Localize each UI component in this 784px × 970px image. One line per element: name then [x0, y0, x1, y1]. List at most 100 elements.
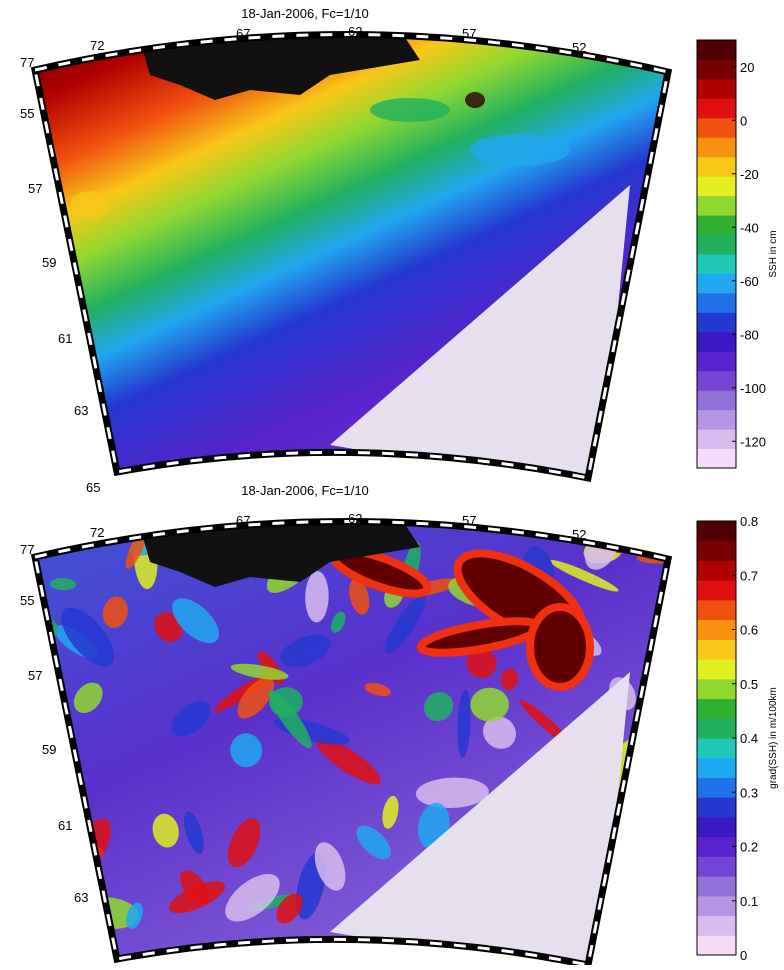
lat-label: 61	[58, 331, 72, 346]
field-blob	[314, 842, 346, 891]
lon-label: 52	[572, 527, 586, 542]
colorbar-segment	[697, 390, 736, 411]
map-panel: 18-Jan-2006, Fc=1/10 77 72 67 62 57 52 55 57 59 61…	[20, 483, 673, 970]
field-blob	[70, 191, 110, 219]
colorbar-tick-label: 20	[740, 60, 754, 75]
colorbar-segment	[697, 156, 736, 177]
colorbar-segment	[697, 331, 736, 352]
colorbar-segment	[697, 312, 736, 333]
field-blob	[73, 682, 103, 714]
colorbar-segment	[697, 78, 736, 99]
field-blob	[457, 689, 471, 758]
colorbar-segment	[697, 176, 736, 197]
land	[140, 34, 420, 100]
field	[35, 34, 668, 478]
colorbar-tick-label: 0.5	[740, 677, 758, 692]
colorbar-tick-label: -20	[740, 167, 759, 182]
colorbar-segment	[697, 876, 736, 897]
colorbar-segment	[697, 429, 736, 450]
colorbar-segment	[697, 580, 736, 601]
colorbar-tick-label: 0.4	[740, 731, 758, 746]
field-blob	[483, 716, 516, 749]
colorbar-segment	[697, 40, 736, 60]
colorbar-tick-label: 0	[740, 948, 747, 963]
colorbar-segment	[697, 370, 736, 391]
lat-label: 57	[28, 181, 42, 196]
map-title: 18-Jan-2006, Fc=1/10	[241, 483, 369, 498]
lon-label: 62	[348, 511, 362, 526]
colorbar-segment	[697, 718, 736, 739]
colorbar-segment	[697, 59, 736, 80]
colorbar-segment	[697, 915, 736, 936]
field-blob	[102, 596, 128, 629]
lat-label: 61	[58, 818, 72, 833]
colorbar-segment	[697, 234, 736, 255]
colorbar-segment	[697, 137, 736, 158]
colorbar-segment	[697, 409, 736, 430]
colorbar-segment	[697, 797, 736, 818]
colorbar-segment	[697, 215, 736, 236]
colorbar-tick-label: 0.6	[740, 623, 758, 638]
field-blob	[356, 825, 391, 860]
colorbar-segment	[697, 540, 736, 561]
colorbar-segment	[697, 935, 736, 956]
colorbar-segment	[697, 98, 736, 119]
field-blob	[227, 818, 261, 868]
field-blob	[168, 881, 226, 914]
field-blob	[500, 668, 519, 690]
field-blob	[465, 92, 485, 108]
field-blob	[230, 733, 263, 768]
colorbar-segment	[697, 599, 736, 621]
field-blob	[280, 634, 331, 668]
field-blob	[184, 811, 204, 854]
field-blob	[172, 598, 219, 644]
lon-label: 67	[236, 26, 250, 41]
colorbar-segment	[697, 639, 736, 660]
lat-label: 55	[20, 593, 34, 608]
colorbar-label: grad(SSH) in m/100km	[768, 687, 779, 789]
colorbar-segment	[697, 836, 736, 857]
colorbar-tick-label: 0.8	[740, 514, 758, 529]
field-blob	[305, 571, 329, 623]
field-blob	[35, 865, 55, 891]
colorbar-segment	[697, 856, 736, 877]
lon-label: 57	[462, 513, 476, 528]
colorbar-segment	[697, 659, 736, 680]
field-blob	[35, 897, 54, 931]
colorbar-tick-label: 0.7	[740, 568, 758, 583]
lon-label: 72	[90, 38, 104, 53]
colorbar-tick-label: -60	[740, 274, 759, 289]
field-blob	[549, 559, 619, 592]
field-blob	[315, 737, 381, 785]
map-panel: 18-Jan-2006, Fc=1/10 77 72 67 62 57 52 55 57 59 61…	[20, 6, 673, 495]
colorbar-tick-label: -100	[740, 381, 766, 396]
field-blob	[382, 795, 399, 829]
colorbar-tick-label: 0	[740, 113, 747, 128]
colorbar-tick-label: -120	[740, 434, 766, 449]
colorbar-tick-label: 0.3	[740, 785, 758, 800]
field-blob	[268, 690, 312, 749]
lat-label: 63	[74, 890, 88, 905]
lon-label: 77	[20, 542, 34, 557]
field-blob	[61, 607, 115, 667]
colorbar-tick-label: 0.2	[740, 840, 758, 855]
frame-ticks	[33, 520, 670, 967]
colorbar-frame	[696, 39, 737, 469]
colorbar-segment	[697, 117, 736, 138]
field-blob	[415, 777, 489, 808]
field-blob	[330, 611, 346, 633]
lon-label: 72	[90, 525, 104, 540]
field-blob	[384, 594, 426, 654]
colorbar-segment	[697, 895, 736, 917]
colorbar-segment	[697, 292, 736, 313]
map-title: 18-Jan-2006, Fc=1/10	[241, 6, 369, 21]
colorbar-segment	[697, 678, 736, 700]
field-blob	[370, 98, 450, 122]
colorbar-segment	[697, 619, 736, 640]
lon-label: 67	[236, 513, 250, 528]
field-blob	[526, 603, 594, 691]
field-blob	[276, 893, 303, 924]
field-blob	[171, 700, 211, 737]
field-blob	[152, 813, 179, 848]
missing-data	[330, 185, 630, 478]
